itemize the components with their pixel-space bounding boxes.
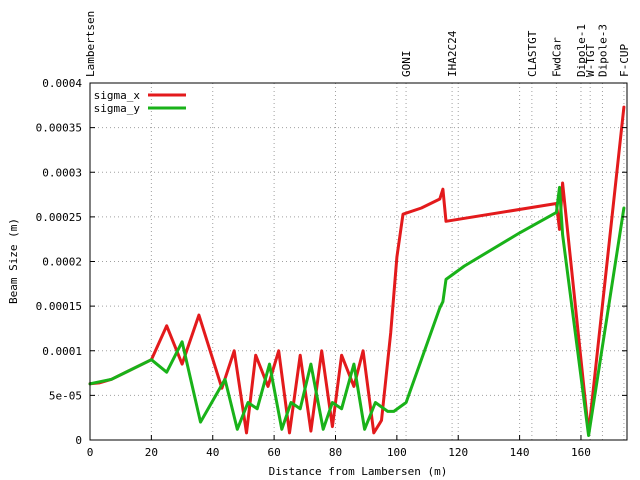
legend-label: sigma_x — [94, 89, 141, 102]
x-tick-label: 160 — [571, 446, 591, 459]
y-tick-label: 0.00015 — [36, 300, 82, 313]
series-line-sigma-y — [88, 185, 626, 437]
element-marker-label: GONI — [400, 51, 413, 78]
y-tick-label: 0.0004 — [42, 77, 82, 90]
y-tick-label: 0.0003 — [42, 166, 82, 179]
y-tick-label: 0.00035 — [36, 122, 82, 135]
series-layer — [88, 105, 626, 437]
axis-ticks: 0 5e-05 0.0001 0.00015 0.0002 0.00025 0.0003 0.… — [36, 77, 627, 459]
element-marker-label: Lambertsen — [84, 11, 97, 77]
y-tick-label: 0.00025 — [36, 211, 82, 224]
x-tick-label: 60 — [267, 446, 280, 459]
series-line-sigma-x — [88, 105, 626, 435]
element-marker-label: Dipole-1 — [575, 24, 588, 77]
x-tick-label: 140 — [510, 446, 530, 459]
x-tick-label: 0 — [87, 446, 94, 459]
element-marker-label: F-CUP — [618, 44, 631, 77]
y-tick-label: 0.0002 — [42, 256, 82, 269]
x-tick-label: 40 — [206, 446, 219, 459]
element-marker-layer: Lambertsen GONI IHA2C24 CLASTGT FwdCar Dipole… — [84, 11, 631, 440]
y-tick-label: 5e-05 — [49, 389, 82, 402]
x-axis-label: Distance from Lambersen (m) — [269, 465, 448, 478]
y-tick-label: 0 — [75, 434, 82, 447]
x-tick-label: 100 — [387, 446, 407, 459]
y-axis-label: Beam Size (m) — [7, 218, 20, 304]
x-tick-label: 120 — [448, 446, 468, 459]
x-tick-label: 20 — [145, 446, 158, 459]
legend-label: sigma_y — [94, 102, 141, 115]
y-tick-label: 0.0001 — [42, 345, 82, 358]
element-marker-label: Dipole-3 — [596, 24, 609, 77]
element-marker-label: IHA2C24 — [446, 30, 459, 77]
element-marker-label: CLASTGT — [526, 30, 539, 77]
element-marker-label: FwdCar — [550, 37, 563, 77]
element-marker-label: W-TGT — [584, 44, 597, 77]
x-tick-label: 80 — [329, 446, 342, 459]
